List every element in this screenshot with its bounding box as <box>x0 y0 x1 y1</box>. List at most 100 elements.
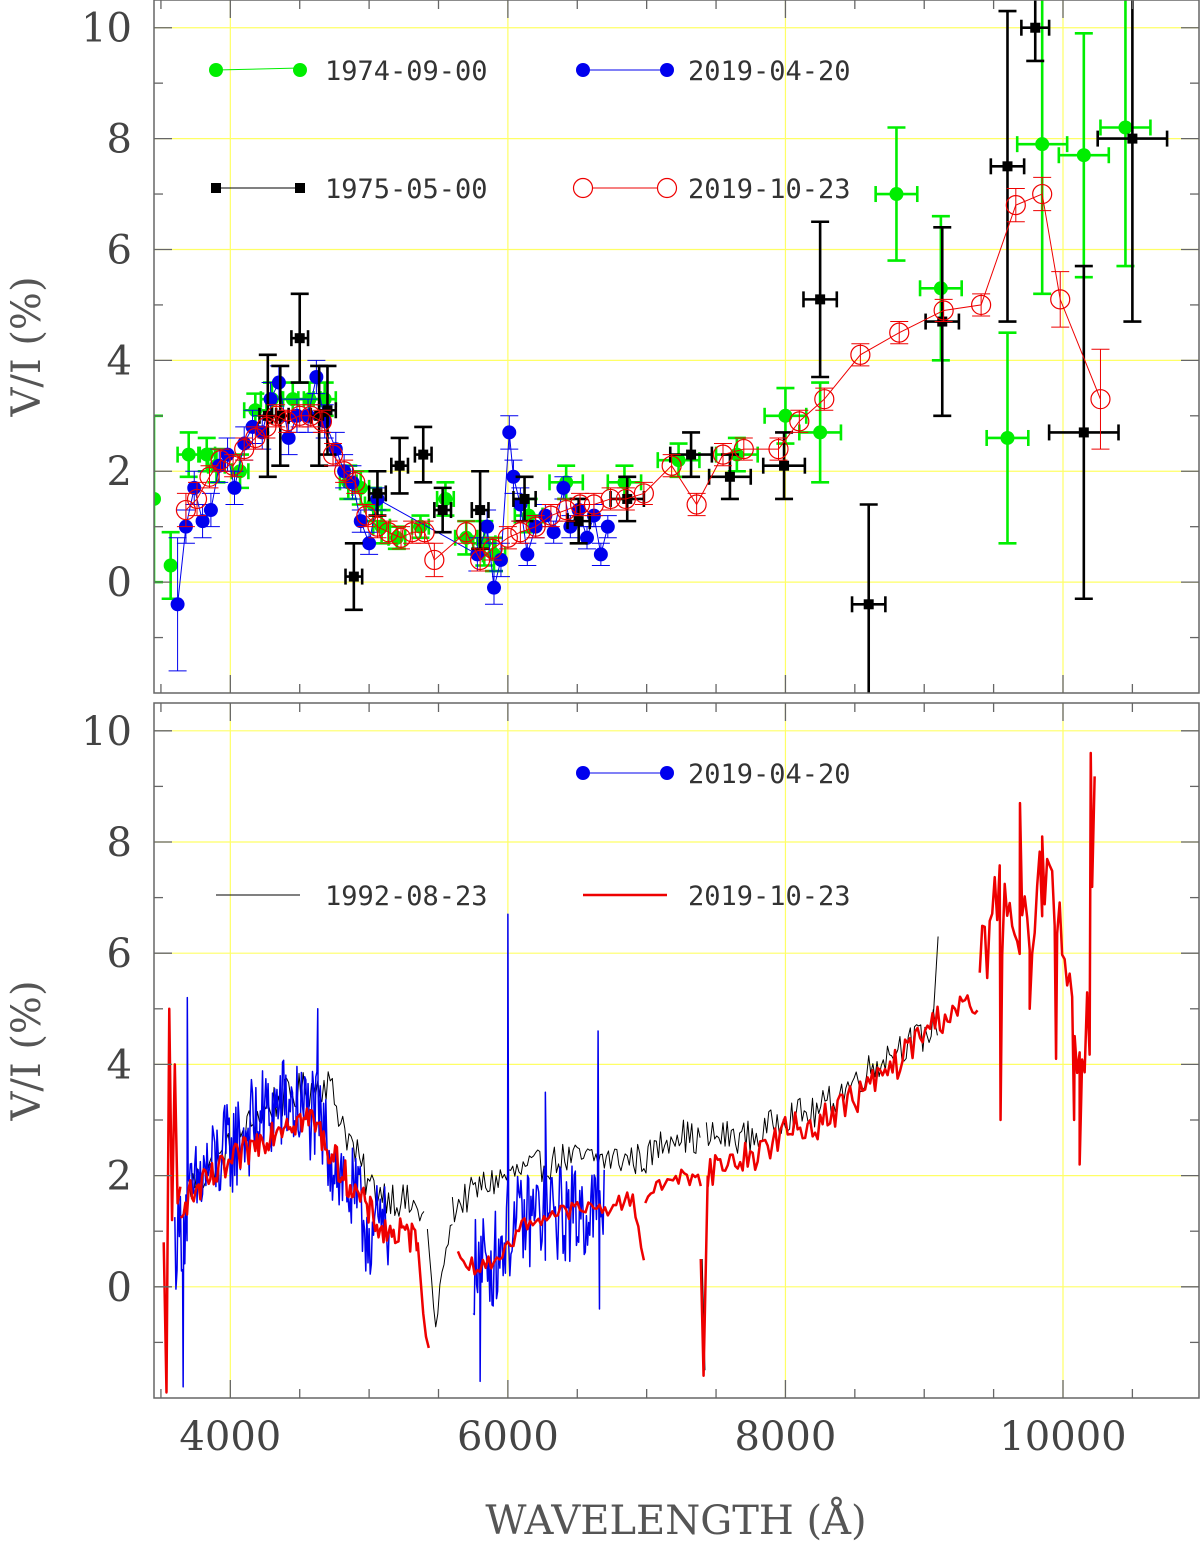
top-panel-frame <box>153 0 1200 694</box>
data-point <box>163 558 178 573</box>
data-point <box>933 300 954 321</box>
data-point <box>1005 195 1026 216</box>
legend-marker <box>656 177 678 199</box>
top-panel: 0 2 4 6 8 10 1974-09-00 2019-04-20 1975-05-00 20… <box>4 0 1200 694</box>
data-point <box>661 455 682 476</box>
data-point <box>475 505 486 516</box>
series-1975-05-00 <box>258 0 1169 693</box>
data-point <box>210 450 231 471</box>
data-point <box>573 516 584 527</box>
data-point <box>724 471 735 482</box>
data-point <box>175 499 197 521</box>
data-point <box>289 408 304 423</box>
y-tick-label: 10 <box>81 6 132 52</box>
data-point <box>170 597 185 612</box>
bottom-panel-legend: 2019-04-20 1992-08-23 2019-10-23 <box>216 759 851 912</box>
legend-marker <box>572 177 594 199</box>
series-line <box>416 1242 430 1349</box>
data-point <box>850 344 871 365</box>
legend-marker <box>660 63 674 77</box>
data-point <box>437 505 448 516</box>
legend-line <box>215 67 301 71</box>
data-point <box>372 488 383 499</box>
data-point <box>203 503 218 518</box>
legend-marker <box>660 766 674 780</box>
data-point <box>309 369 324 384</box>
legend-item: 2019-04-20 <box>576 759 851 790</box>
data-point <box>815 294 826 305</box>
legend-label: 1975-05-00 <box>325 174 488 205</box>
x-tick-label: 4000 <box>179 1414 281 1460</box>
legend-item: 1975-05-00 <box>211 174 488 205</box>
x-tick-label: 6000 <box>457 1414 559 1460</box>
data-point <box>353 514 368 529</box>
data-point <box>1030 22 1041 33</box>
series-line <box>978 751 1096 1166</box>
series-line <box>932 936 939 1020</box>
legend-item: 1992-08-23 <box>216 881 488 912</box>
series-2019-04-20 <box>174 913 605 1388</box>
legend-marker <box>576 766 590 780</box>
data-point <box>520 547 535 562</box>
data-point <box>414 522 435 543</box>
series-1992-08-23 <box>188 936 939 1371</box>
data-point <box>556 480 571 495</box>
series-line <box>177 376 609 605</box>
data-point <box>275 410 286 421</box>
data-point <box>814 389 835 410</box>
data-point <box>778 408 793 423</box>
legend-marker <box>576 63 590 77</box>
data-point <box>294 333 305 344</box>
data-point <box>154 491 161 506</box>
bottom-panel-frame <box>153 702 1200 1399</box>
data-point <box>600 519 615 534</box>
data-point <box>768 438 789 460</box>
data-point <box>181 447 196 462</box>
top-panel-ticks: 0 2 4 6 8 10 <box>81 0 1199 693</box>
data-point <box>593 547 608 562</box>
data-point <box>971 294 992 316</box>
y-tick-label: 0 <box>107 1265 132 1311</box>
data-point <box>424 549 445 571</box>
bottom-panel-grid <box>154 703 1199 1398</box>
data-point <box>266 405 287 426</box>
data-point <box>519 493 530 504</box>
series-line <box>472 913 605 1383</box>
data-point <box>789 411 810 432</box>
legend-label: 1992-08-23 <box>325 881 488 912</box>
data-point <box>510 522 531 543</box>
data-point <box>540 505 562 526</box>
data-point <box>348 571 359 582</box>
data-point <box>889 187 904 202</box>
series-line <box>162 1007 182 1394</box>
data-point <box>889 322 910 343</box>
series-line <box>456 1191 646 1276</box>
data-point <box>195 514 210 529</box>
legend-item: 2019-10-23 <box>583 881 851 912</box>
series-line <box>451 1119 701 1223</box>
legend-marker <box>209 63 223 77</box>
series-line <box>174 996 390 1388</box>
data-point <box>227 480 242 495</box>
data-point <box>569 494 591 515</box>
bottom-panel-ticks: 0 2 4 6 8 10 <box>81 703 1199 1398</box>
y-tick-label: 2 <box>107 449 132 495</box>
series-2019-10-23 <box>175 176 1111 578</box>
legend-label: 2019-04-20 <box>688 56 851 87</box>
data-point <box>1118 120 1133 135</box>
data-point <box>281 430 296 445</box>
y-tick-label: 4 <box>107 338 132 384</box>
x-tick-labels: 4000 6000 8000 10000 <box>179 1414 1126 1460</box>
data-point <box>779 460 790 471</box>
data-point <box>813 425 828 440</box>
data-point <box>378 522 399 543</box>
series-line <box>180 1107 419 1253</box>
legend-marker <box>293 63 307 77</box>
x-tick-label: 10000 <box>999 1414 1126 1460</box>
y-tick-label: 8 <box>107 117 132 163</box>
series-2019-04-20 <box>168 359 617 672</box>
bottom-panel: 0 2 4 6 8 10 2019-04-20 1992-08-23 2019-10-23 V… <box>4 702 1200 1399</box>
data-point <box>712 444 734 465</box>
data-point <box>271 375 286 390</box>
data-point <box>546 525 561 540</box>
